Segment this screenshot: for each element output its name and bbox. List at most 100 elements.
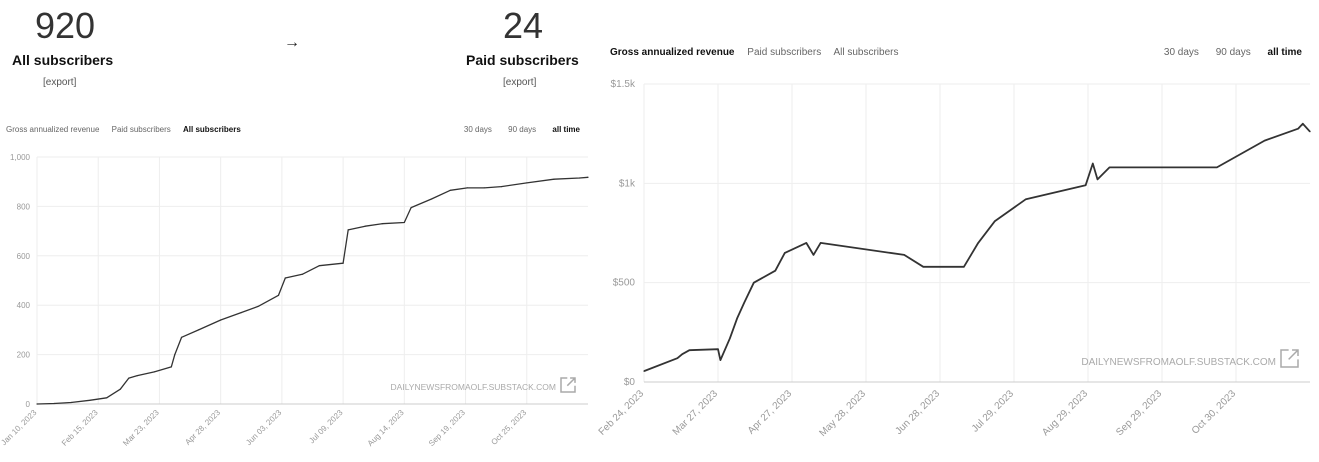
watermark-text: DAILYNEWSFROMAOLF.SUBSTACK.COM bbox=[391, 382, 556, 392]
range-all-time[interactable]: all time bbox=[1267, 47, 1302, 58]
data-point bbox=[774, 270, 776, 272]
y-tick-label: 1,000 bbox=[10, 153, 31, 162]
data-point bbox=[277, 294, 280, 296]
tab-gross-annualized-revenue[interactable]: Gross annualized revenue bbox=[6, 125, 100, 134]
data-point bbox=[729, 337, 731, 339]
data-point bbox=[403, 221, 405, 224]
data-point bbox=[1092, 162, 1094, 165]
data-point bbox=[106, 397, 108, 399]
data-point bbox=[410, 207, 412, 209]
y-tick-label: $500 bbox=[613, 278, 636, 289]
paid-subscribers-export-link[interactable]: [export] bbox=[503, 77, 537, 88]
data-point bbox=[688, 349, 690, 351]
data-point bbox=[381, 223, 383, 225]
data-point bbox=[736, 317, 738, 320]
data-point bbox=[1302, 123, 1304, 125]
range-30-days[interactable]: 30 days bbox=[1163, 47, 1199, 58]
y-tick-label: 200 bbox=[17, 351, 31, 360]
data-point bbox=[466, 187, 468, 189]
all-subscribers-count: 920 bbox=[35, 5, 96, 46]
x-tick-label: Jul 29, 2023 bbox=[970, 388, 1017, 435]
all-subscribers-chart: 0 200 400 600 800 1,000 Jan 10, 2023 Feb 15, 20… bbox=[0, 153, 589, 448]
data-point bbox=[903, 254, 905, 256]
data-point bbox=[70, 401, 72, 404]
all-subscribers-export-link[interactable]: [export] bbox=[43, 77, 77, 88]
y-tick-label: 600 bbox=[17, 252, 31, 261]
external-link-icon[interactable] bbox=[1280, 349, 1299, 368]
data-point bbox=[180, 336, 183, 338]
data-point bbox=[364, 225, 366, 227]
x-tick-label: Feb 24, 2023 bbox=[598, 388, 646, 438]
data-point bbox=[347, 229, 349, 231]
data-point bbox=[1216, 166, 1218, 169]
gross-annualized-revenue-chart: $0 $500 $1k $1.5k Feb 24, 2023 Mar 27, 2023 Ap… bbox=[598, 79, 1311, 439]
x-tick-label: Jul 09, 2023 bbox=[307, 408, 345, 446]
x-tick-label: Sep 19, 2023 bbox=[427, 408, 467, 448]
x-tick-label: Jan 10, 2023 bbox=[0, 408, 39, 447]
data-point bbox=[220, 319, 222, 321]
x-tick-label: May 28, 2023 bbox=[817, 388, 868, 439]
x-tick-label: Jun 03, 2023 bbox=[244, 408, 283, 447]
y-tick-label: $0 bbox=[624, 377, 636, 388]
data-point bbox=[553, 178, 555, 180]
data-point bbox=[717, 348, 719, 350]
data-point bbox=[174, 354, 176, 356]
data-point bbox=[449, 189, 451, 191]
data-point bbox=[812, 254, 815, 256]
x-tick-label: Feb 15, 2023 bbox=[60, 408, 100, 448]
data-point bbox=[483, 187, 485, 189]
data-point bbox=[301, 273, 303, 275]
data-point bbox=[197, 329, 200, 331]
y-tick-label: $1k bbox=[619, 178, 636, 189]
y-tick-label: 0 bbox=[26, 400, 31, 409]
data-point bbox=[643, 370, 645, 372]
tab-all-subscribers[interactable]: All subscribers bbox=[833, 47, 899, 58]
x-tick-label: Oct 30, 2023 bbox=[1190, 388, 1239, 437]
all-subscribers-label: All subscribers bbox=[12, 52, 114, 68]
range-tabs: 30 days 90 days all time bbox=[450, 125, 580, 134]
paid-subscribers-label: Paid subscribers bbox=[466, 52, 579, 68]
series-line bbox=[643, 122, 1311, 372]
paid-subscribers-count: 24 bbox=[503, 5, 544, 46]
y-tick-label: 400 bbox=[17, 301, 31, 310]
data-point bbox=[719, 359, 721, 361]
tab-gross-annualized-revenue[interactable]: Gross annualized revenue bbox=[610, 47, 735, 58]
data-point bbox=[1108, 166, 1111, 169]
range-all-time[interactable]: all time bbox=[552, 125, 580, 134]
x-tick-label: Apr 28, 2023 bbox=[183, 408, 222, 447]
data-point bbox=[240, 312, 242, 314]
data-point bbox=[970, 254, 972, 256]
arrow-right-icon: → bbox=[284, 34, 300, 51]
x-tick-label: Apr 27, 2023 bbox=[746, 388, 795, 437]
range-90-days[interactable]: 90 days bbox=[508, 125, 537, 134]
data-point bbox=[153, 371, 155, 373]
tab-paid-subscribers[interactable]: Paid subscribers bbox=[747, 47, 822, 58]
watermark-text: DAILYNEWSFROMAOLF.SUBSTACK.COM bbox=[1081, 357, 1276, 368]
range-90-days[interactable]: 90 days bbox=[1215, 47, 1251, 58]
metric-tabs: Gross annualized revenue Paid subscriber… bbox=[6, 125, 251, 134]
external-link-icon[interactable] bbox=[560, 377, 576, 393]
data-point bbox=[119, 388, 121, 390]
data-point bbox=[1085, 184, 1087, 186]
data-point bbox=[676, 357, 679, 359]
data-point bbox=[963, 266, 965, 268]
x-tick-label: Aug 29, 2023 bbox=[1040, 388, 1090, 438]
data-point bbox=[430, 198, 433, 200]
data-point bbox=[820, 242, 822, 244]
data-point bbox=[784, 252, 786, 254]
range-30-days[interactable]: 30 days bbox=[463, 125, 492, 134]
x-tick-label: Mar 27, 2023 bbox=[671, 388, 721, 438]
range-tabs: 30 days 90 days all time bbox=[1150, 47, 1302, 58]
subscribers-panel: 920 All subscribers [export] → 24 Paid s… bbox=[0, 0, 590, 462]
data-point bbox=[318, 265, 320, 267]
data-point bbox=[257, 305, 259, 308]
data-point bbox=[977, 242, 979, 244]
tab-all-subscribers[interactable]: All subscribers bbox=[183, 125, 241, 134]
data-point bbox=[342, 262, 344, 264]
tab-paid-subscribers[interactable]: Paid subscribers bbox=[111, 125, 171, 134]
data-point bbox=[170, 366, 172, 368]
series-line bbox=[36, 176, 589, 405]
data-point bbox=[526, 182, 528, 184]
x-tick-label: Mar 23, 2023 bbox=[121, 408, 161, 448]
data-point bbox=[136, 374, 138, 377]
